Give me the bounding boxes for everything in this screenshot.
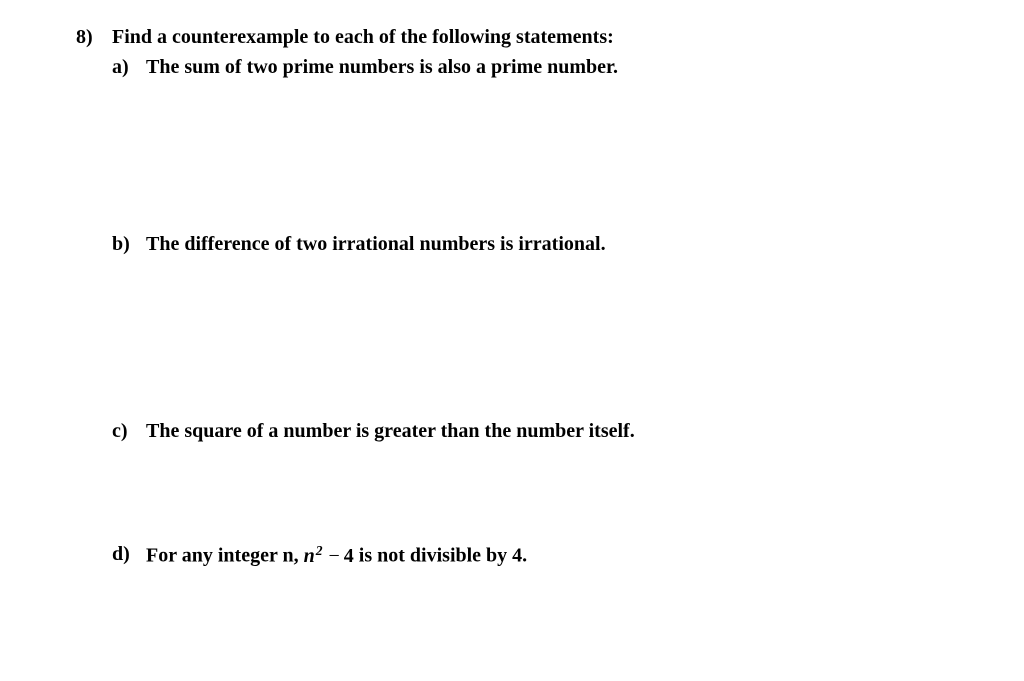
question-body: Find a counterexample to each of the fol…: [112, 24, 1024, 570]
subpart-b: b) The difference of two irrational numb…: [112, 231, 964, 258]
formula-var: n: [304, 545, 315, 567]
subpart-a-letter: a): [112, 54, 146, 81]
formula-minus: −: [325, 545, 344, 567]
subpart-d-text: For any integer n, n2−4 is not divisible…: [146, 541, 964, 570]
question-8: 8) Find a counterexample to each of the …: [0, 24, 1024, 570]
subpart-b-letter: b): [112, 231, 146, 258]
formula-exp: 2: [316, 543, 323, 558]
subpart-b-text: The difference of two irrational numbers…: [146, 231, 964, 258]
formula-const: 4: [344, 545, 354, 567]
question-stem: Find a counterexample to each of the fol…: [112, 24, 964, 51]
subpart-d-suffix: is not divisible by 4.: [354, 545, 527, 567]
subpart-d-letter: d): [112, 541, 146, 570]
question-number: 8): [76, 24, 112, 570]
subpart-d-prefix: For any integer n,: [146, 545, 304, 567]
subpart-a-text: The sum of two prime numbers is also a p…: [146, 54, 964, 81]
subpart-c-text: The square of a number is greater than t…: [146, 418, 964, 445]
subpart-d: d) For any integer n, n2−4 is not divisi…: [112, 541, 964, 570]
subpart-c: c) The square of a number is greater tha…: [112, 418, 964, 445]
subpart-d-formula: n2−4: [304, 545, 354, 567]
subpart-c-letter: c): [112, 418, 146, 445]
subpart-a: a) The sum of two prime numbers is also …: [112, 54, 964, 81]
